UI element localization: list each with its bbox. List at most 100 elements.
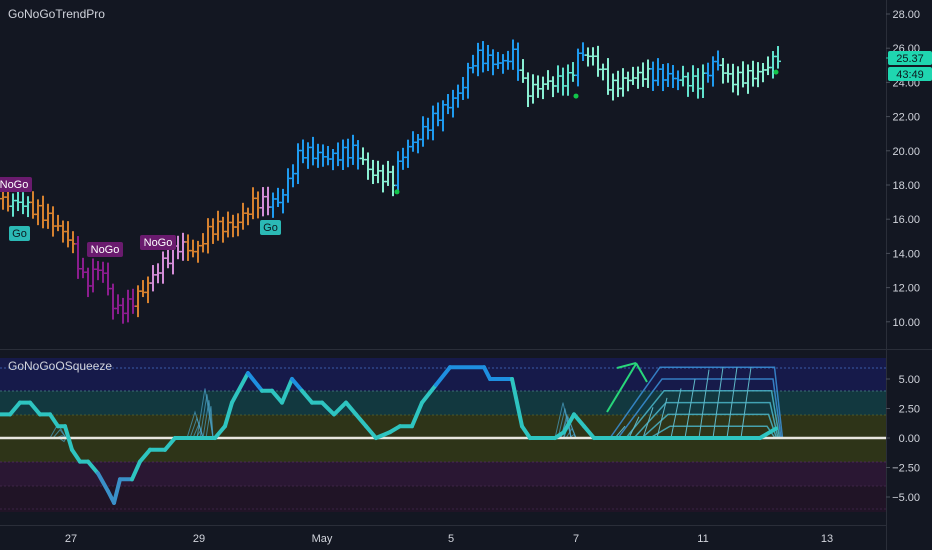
squeeze-level — [617, 378, 782, 439]
squeeze-level — [641, 413, 778, 439]
time-tick-label: 11 — [697, 533, 708, 545]
oscillator-segment — [572, 412, 586, 429]
oscillator-segment — [8, 400, 22, 417]
price-tick-label: 10.00 — [892, 317, 920, 329]
oscillator-segment — [332, 400, 348, 417]
oscillator-segment — [582, 424, 596, 440]
squeeze-diagonal — [684, 378, 696, 439]
squeeze-diagonal — [698, 369, 710, 439]
oscillator-segment — [354, 412, 368, 429]
signal-label-box — [9, 226, 30, 241]
oscillator-segment — [63, 424, 74, 452]
oscillator-segment — [374, 430, 392, 440]
squeeze-arrow-icon — [606, 362, 648, 413]
signal-label-box — [140, 235, 176, 250]
oscillator-segment — [364, 424, 378, 440]
band-strong-negative — [0, 486, 886, 512]
oscillator-segment — [562, 412, 576, 435]
signal-label-box — [87, 242, 123, 257]
oscillator-segment — [410, 400, 424, 429]
oscillator-axis-ticks[interactable]: 5.00 2.50 0.00 −2.50 −5.00 — [886, 374, 920, 504]
oscillator-segment — [112, 477, 122, 505]
signal-label-go: Go — [9, 226, 30, 241]
oscillator-segment — [96, 471, 110, 494]
squeeze-step — [205, 406, 214, 439]
signal-dot — [573, 93, 579, 99]
oscillator-segment — [70, 447, 82, 464]
price-tick-label: 18.00 — [892, 180, 920, 192]
oscillator-segment — [223, 400, 234, 429]
oscillator-segment — [28, 400, 42, 417]
oscillator-segment — [213, 424, 227, 440]
band-negative — [0, 462, 886, 486]
lower-panel-title[interactable]: GoNoGoOSqueeze — [8, 359, 112, 373]
oscillator-segment — [320, 400, 336, 417]
osc-tick-label: 2.50 — [899, 404, 920, 416]
osc-tick-label: 5.00 — [899, 374, 920, 386]
oscillator-segment — [482, 365, 492, 381]
time-tick-label: 5 — [448, 533, 454, 545]
signal-label-text: NoGo — [91, 244, 120, 256]
squeeze-level — [609, 366, 784, 439]
signal-label-text: Go — [12, 228, 27, 240]
signal-label-nogo: NoGo — [87, 242, 123, 257]
time-tick-label: 29 — [193, 533, 205, 545]
oscillator-segment — [270, 388, 284, 405]
oscillator-segment — [280, 377, 294, 405]
squeeze-diagonal — [670, 388, 682, 439]
oscillator-line — [0, 365, 778, 505]
oscillator-segment — [138, 447, 152, 464]
ohlc-bars — [0, 39, 781, 324]
time-tick-label: 13 — [821, 533, 833, 545]
oscillator-bands — [0, 358, 886, 512]
time-axis-ticks[interactable]: 27 29 May 5 7 11 13 — [65, 533, 833, 545]
oscillator-segment — [300, 388, 314, 405]
last-price-badge: 25.37 — [886, 51, 932, 65]
signal-label-text: Go — [263, 222, 278, 234]
countdown-text: 43:49 — [896, 69, 924, 81]
price-tick-label: 22.00 — [892, 112, 920, 124]
oscillator-segment — [48, 412, 60, 429]
countdown-badge: 43:49 — [888, 67, 932, 81]
oscillator-segment — [434, 365, 452, 387]
oscillator-segment — [246, 371, 264, 393]
oscillator-segment — [344, 400, 358, 417]
last-price-text: 25.37 — [896, 53, 924, 65]
price-tick-label: 16.00 — [892, 214, 920, 226]
signal-dots — [394, 69, 779, 195]
oscillator-segment — [520, 424, 532, 440]
squeeze-level — [625, 390, 781, 439]
squeeze-diagonal — [628, 416, 640, 439]
signal-label-nogo: NoGo — [0, 177, 32, 192]
signal-label-text: NoGo — [144, 237, 173, 249]
signal-label-box — [260, 220, 281, 235]
signal-label-box — [0, 177, 32, 192]
squeeze-step — [52, 428, 67, 439]
osc-tick-label: −5.00 — [892, 492, 920, 504]
oscillator-segment — [420, 382, 438, 405]
price-tick-label: 20.00 — [892, 146, 920, 158]
squeeze-diagonal — [740, 367, 752, 439]
squeeze-diagonal — [642, 407, 654, 439]
signal-label-text: NoGo — [0, 179, 28, 191]
price-tick-label: 28.00 — [892, 9, 920, 21]
oscillator-segment — [230, 371, 250, 405]
price-tick-label: 12.00 — [892, 283, 920, 295]
squeeze-diagonal — [712, 367, 724, 439]
oscillator-segment — [758, 426, 778, 440]
signal-labels: NoGo Go NoGo NoGo Go — [0, 177, 281, 257]
squeeze-grids — [49, 366, 784, 443]
squeeze-step — [202, 400, 214, 439]
oscillator-segment — [130, 459, 142, 482]
signal-label-nogo: NoGo — [140, 235, 176, 250]
time-tick-label: May — [312, 533, 333, 545]
signal-dot — [773, 69, 779, 75]
price-tick-label: 14.00 — [892, 248, 920, 260]
oscillator-segment — [510, 377, 524, 429]
upper-panel-title[interactable]: GoNoGoTrendPro — [8, 7, 105, 21]
squeeze-diagonal — [656, 397, 668, 439]
squeeze-diagonal — [726, 367, 738, 439]
signal-dot — [394, 189, 400, 195]
oscillator-segment — [163, 436, 177, 452]
